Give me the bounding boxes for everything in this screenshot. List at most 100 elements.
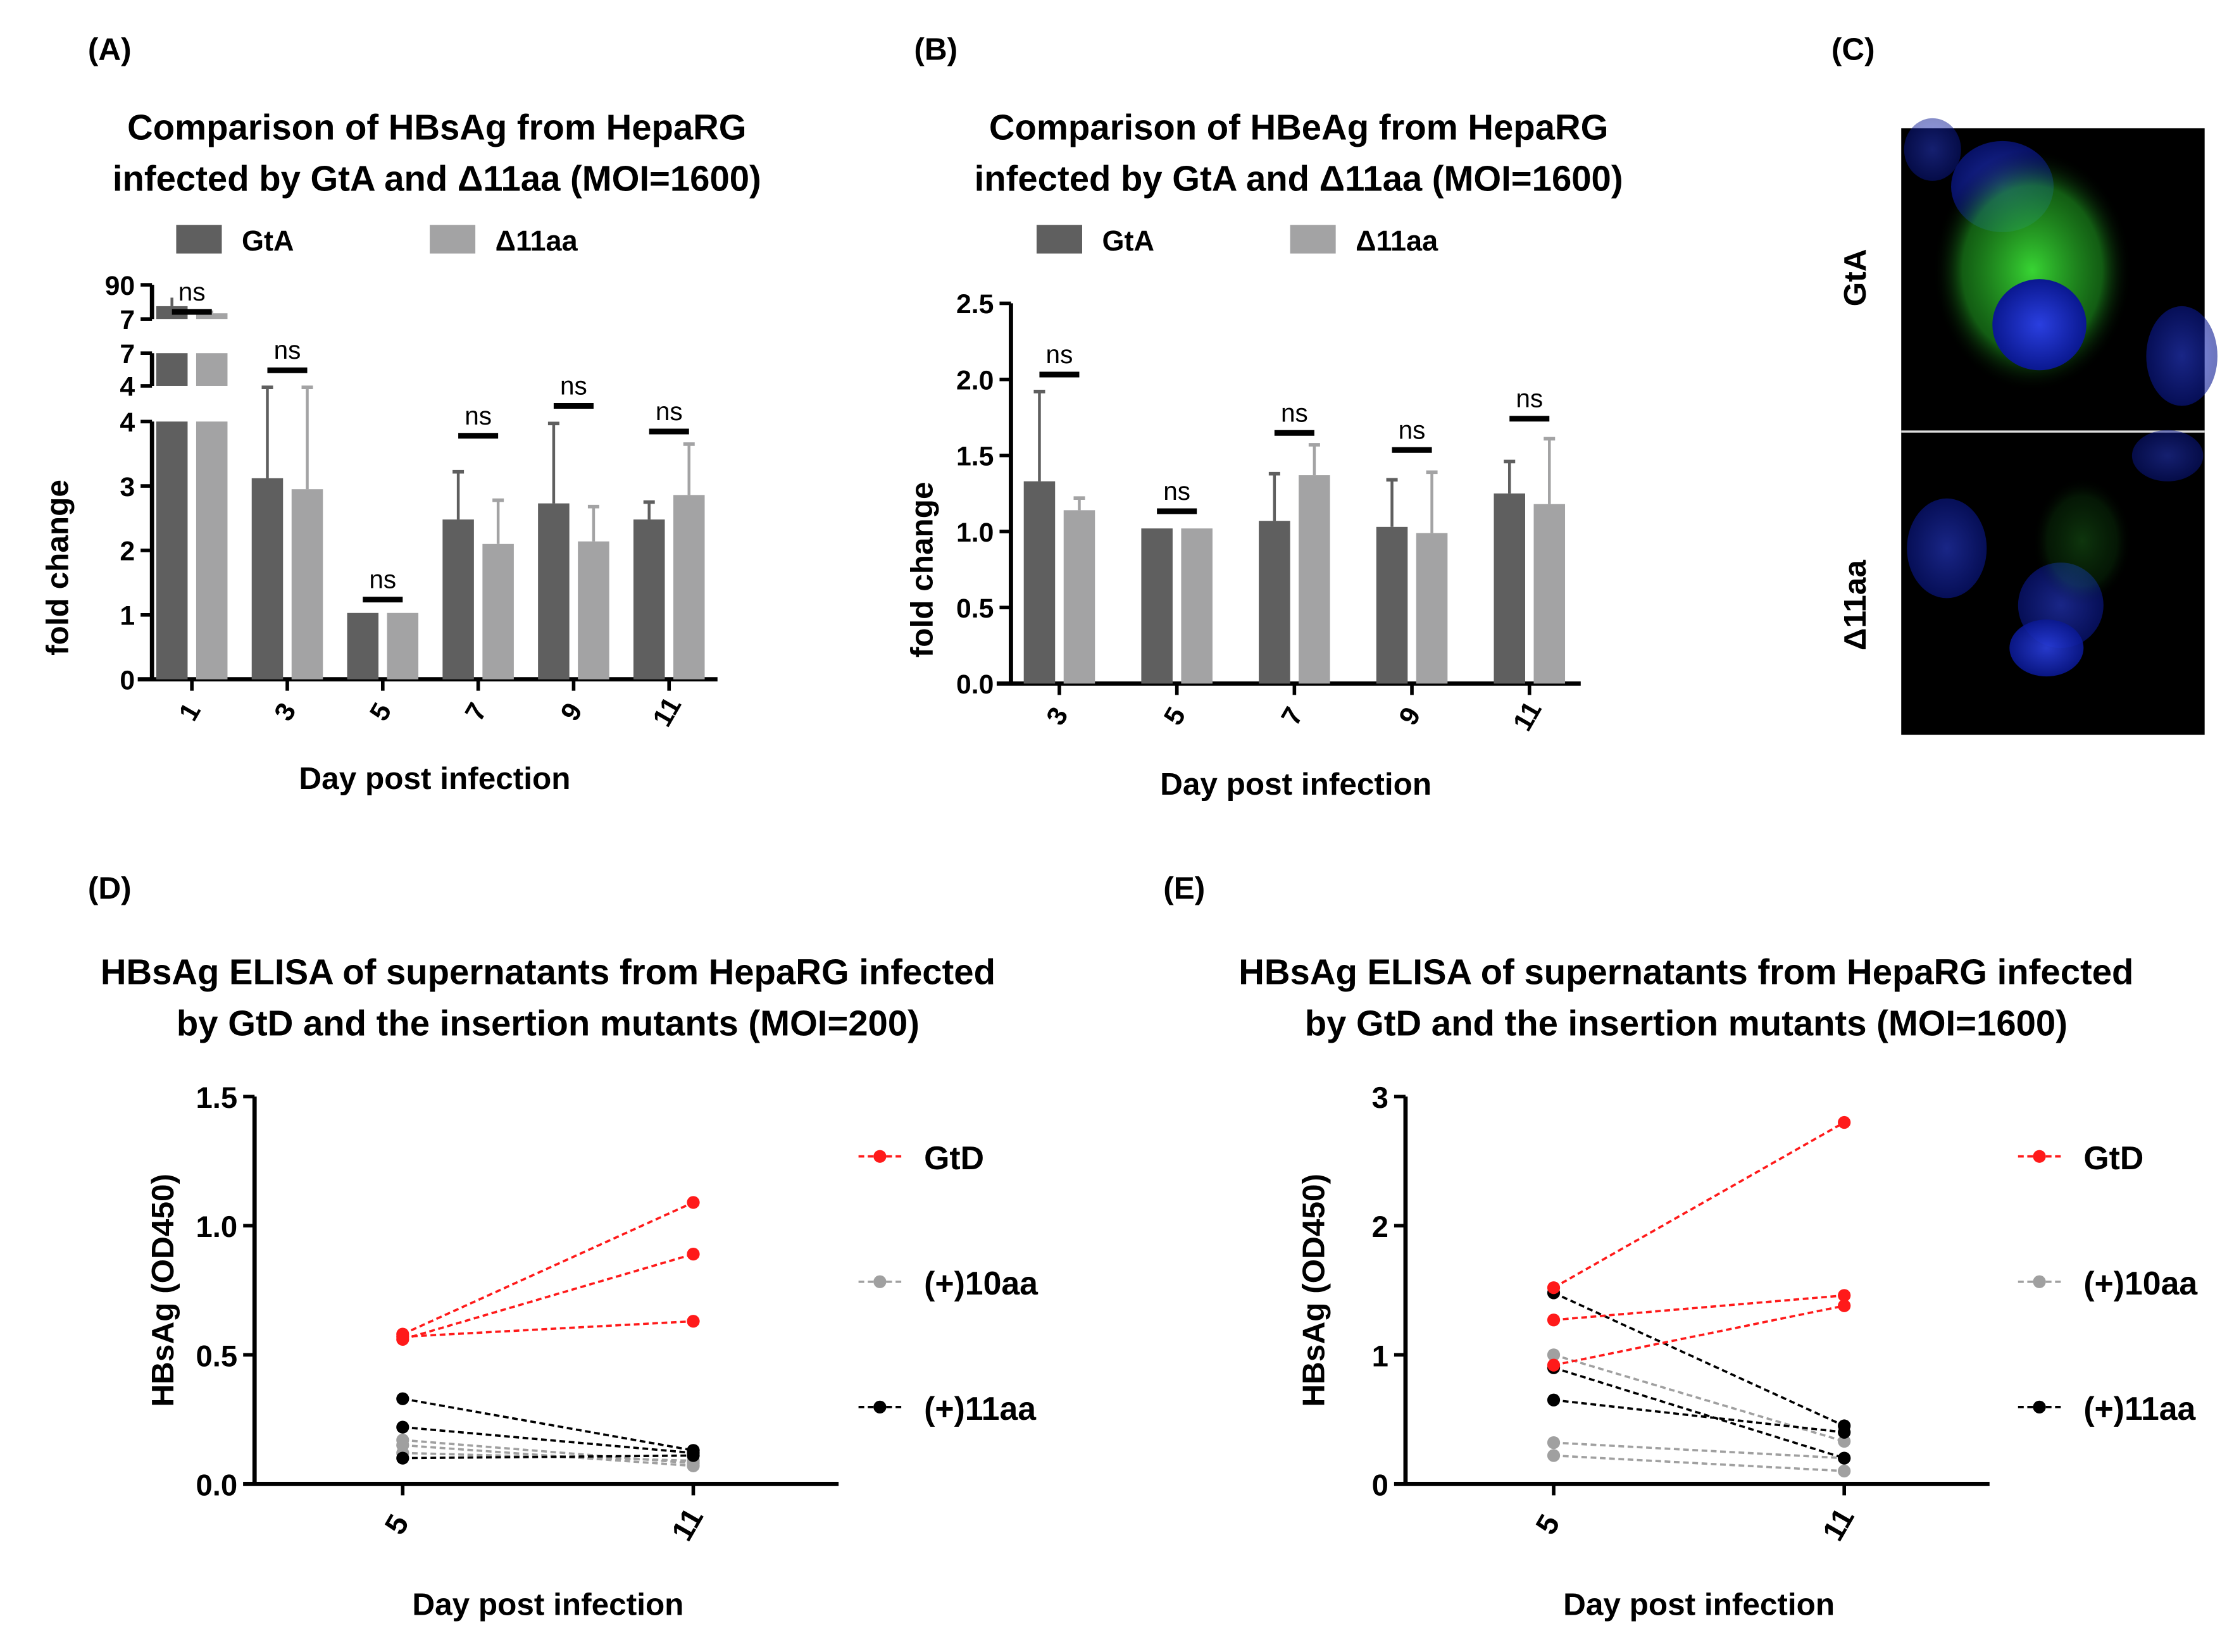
data-point-p11aa xyxy=(687,1449,700,1462)
bar-d11aa xyxy=(578,541,609,680)
legend-label: Δ11aa xyxy=(496,225,578,257)
bar-gta xyxy=(538,503,570,680)
legend-label: (+)10aa xyxy=(924,1265,1039,1301)
data-point-gtd xyxy=(1547,1281,1561,1295)
series-line-gtd xyxy=(1553,1305,1845,1367)
chart-title: by GtD and the insertion mutants (MOI=20… xyxy=(177,1003,920,1043)
x-tick-label: 11 xyxy=(647,692,687,732)
bar-gta xyxy=(156,421,188,680)
x-axis-label: Day post infection xyxy=(1563,1587,1835,1622)
data-point-p11aa xyxy=(1838,1451,1851,1465)
data-point-p11aa xyxy=(1838,1425,1851,1439)
panel-e-chart: (E) HBsAg ELISA of supernatants from Hepa… xyxy=(1163,871,2198,1622)
data-point-p10aa xyxy=(1838,1464,1851,1478)
bar-gta xyxy=(442,519,474,680)
panel-c-microscopy: (C) GtA Δ11aa xyxy=(1831,32,2218,735)
bar-gta xyxy=(1141,528,1173,684)
y-axis-label: HBsAg (OD450) xyxy=(146,1174,180,1407)
bar-d11aa xyxy=(1416,533,1448,684)
y-axis-label: fold change xyxy=(905,481,940,657)
x-tick-label: 7 xyxy=(1276,702,1309,731)
significance-label: ns xyxy=(1281,398,1308,427)
series-line-p11aa xyxy=(402,1454,694,1460)
significance-label: ns xyxy=(1163,476,1190,506)
y-tick-label: 1 xyxy=(120,601,135,631)
bar-d11aa xyxy=(1533,504,1566,684)
panel-label-b: (B) xyxy=(914,32,958,67)
legend-swatch-gta xyxy=(176,225,222,254)
y-tick-label: 0 xyxy=(1372,1469,1388,1502)
chart-title: infected by GtA and Δ11aa (MOI=1600) xyxy=(975,159,1623,199)
nucleus-shape xyxy=(1904,118,1961,181)
panel-label-e: (E) xyxy=(1163,871,1205,905)
y-axis-label: fold change xyxy=(40,480,75,655)
data-point-gtd xyxy=(687,1196,700,1209)
bar-d11aa xyxy=(482,543,514,680)
y-tick-label: 4 xyxy=(120,407,135,438)
data-point-gtd xyxy=(1838,1299,1851,1312)
chart-title: HBsAg ELISA of supernatants from HepaRG … xyxy=(1238,952,2133,991)
significance-label: ns xyxy=(465,401,492,430)
x-tick-label: 9 xyxy=(555,698,589,726)
series-line-p10aa xyxy=(1553,1353,1845,1443)
data-point-p10aa xyxy=(1547,1436,1561,1450)
nucleus-shape xyxy=(2009,619,2084,677)
bar-gta xyxy=(1376,526,1408,684)
significance-label: ns xyxy=(274,335,301,364)
x-tick-label: 11 xyxy=(665,1503,710,1547)
series-line-p10aa xyxy=(402,1444,694,1467)
y-tick-label: 1.5 xyxy=(956,442,994,472)
legend-label: (+)11aa xyxy=(2083,1390,2196,1427)
legend-swatch-gta xyxy=(1036,225,1082,254)
legend-label: GtA xyxy=(242,225,294,257)
y-break-label: 90 xyxy=(105,271,135,301)
legend-marker-gtd xyxy=(873,1150,887,1163)
series-line-p11aa xyxy=(1553,1367,1845,1460)
data-point-gtd xyxy=(1838,1115,1851,1129)
series-line-p11aa xyxy=(402,1425,694,1455)
legend-label: GtD xyxy=(924,1140,984,1176)
chart-title: Comparison of HBsAg from HepaRG xyxy=(127,108,746,147)
bar-d11aa-break-top xyxy=(196,313,228,320)
y-tick-label: 1.5 xyxy=(196,1081,238,1115)
series-line-gtd xyxy=(402,1253,694,1341)
nucleus-shape xyxy=(2131,430,2204,481)
panel-b-chart: (B) Comparison of HBeAg from HepaRG infect… xyxy=(905,32,1623,802)
chart-title: Comparison of HBeAg from HepaRG xyxy=(989,108,1608,147)
y-tick-label: 2 xyxy=(120,537,135,567)
nucleus-shape xyxy=(2146,306,2218,406)
y-tick-label: 0.0 xyxy=(196,1469,238,1502)
significance-label: ns xyxy=(1516,384,1543,413)
panel-d-chart: (D) HBsAg ELISA of supernatants from Hepa… xyxy=(88,871,1039,1622)
data-point-p10aa xyxy=(1838,1434,1851,1448)
legend-marker-p10aa xyxy=(2033,1275,2046,1288)
data-point-gtd xyxy=(687,1248,700,1261)
legend-label: Δ11aa xyxy=(1356,225,1438,257)
data-point-p11aa xyxy=(396,1392,409,1405)
chart-title: HBsAg ELISA of supernatants from HepaRG … xyxy=(101,952,995,991)
series-line-gtd xyxy=(402,1201,694,1336)
series-line-p11aa xyxy=(1553,1291,1845,1427)
data-point-gtd xyxy=(396,1330,409,1343)
series-line-p10aa xyxy=(1553,1441,1845,1460)
data-point-p10aa xyxy=(1547,1449,1561,1462)
x-tick-label: 11 xyxy=(1507,696,1548,736)
data-point-p11aa xyxy=(396,1420,409,1434)
panel-label-c: (C) xyxy=(1831,32,1875,67)
bar-d11aa xyxy=(1181,528,1213,684)
x-tick-label: 5 xyxy=(1530,1509,1567,1540)
y-tick-label: 2.5 xyxy=(956,289,994,320)
data-point-p10aa xyxy=(1547,1348,1561,1362)
bar-d11aa-break-mid xyxy=(196,353,228,386)
y-axis-label: HBsAg (OD450) xyxy=(1297,1174,1332,1407)
bar-gta xyxy=(1259,521,1290,684)
y-tick-label: 1 xyxy=(1372,1339,1388,1373)
bar-gta xyxy=(251,478,284,680)
bar-gta xyxy=(1023,481,1056,684)
chart-title: infected by GtA and Δ11aa (MOI=1600) xyxy=(113,159,761,199)
series-line-gtd xyxy=(1553,1121,1845,1289)
series-line-gtd xyxy=(402,1320,694,1338)
legend-label: GtA xyxy=(1102,225,1154,257)
row-label-gta: GtA xyxy=(1838,249,1873,307)
